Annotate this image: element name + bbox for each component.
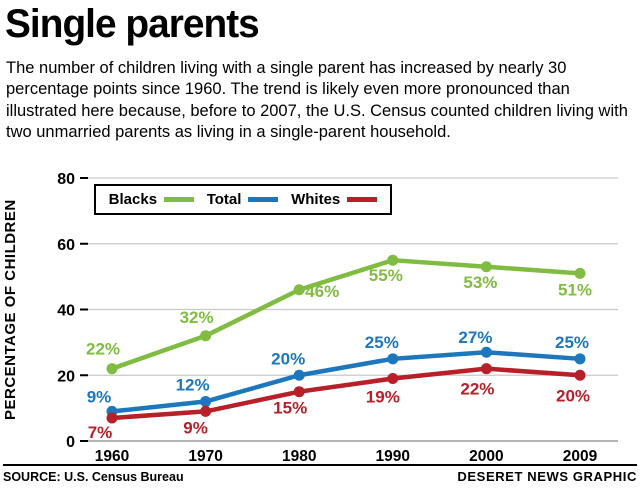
svg-text:1990: 1990: [376, 448, 410, 465]
svg-text:1970: 1970: [188, 448, 222, 465]
svg-text:25%: 25%: [365, 333, 399, 352]
page-title: Single parents: [5, 2, 260, 46]
legend-swatch: [248, 197, 279, 202]
legend-swatch: [164, 197, 195, 202]
graphic-credit: DESERET NEWS GRAPHIC: [457, 469, 637, 484]
svg-text:25%: 25%: [555, 333, 589, 352]
svg-text:20%: 20%: [556, 386, 590, 405]
svg-text:20: 20: [57, 368, 75, 385]
series-Whites: 7% 9% 15% 19% 22% 20%: [88, 363, 590, 442]
svg-text:0: 0: [66, 434, 75, 451]
svg-text:27%: 27%: [458, 328, 492, 347]
svg-text:2000: 2000: [469, 448, 503, 465]
svg-text:55%: 55%: [369, 266, 403, 285]
svg-text:60: 60: [57, 237, 75, 254]
legend-label: Whites: [291, 191, 341, 208]
svg-text:9%: 9%: [87, 387, 112, 406]
legend-label: Blacks: [108, 191, 158, 208]
axis-labels: 0 20 40 60 80 1960 1970 1980 1990 2000 2009: [57, 171, 597, 465]
svg-text:12%: 12%: [176, 376, 210, 395]
chart-description: The number of children living with a sin…: [6, 59, 628, 142]
svg-text:46%: 46%: [305, 282, 339, 301]
svg-text:32%: 32%: [180, 308, 214, 327]
series-Blacks: 22% 32% 46% 55% 53% 51%: [86, 254, 592, 375]
svg-text:40: 40: [57, 303, 75, 320]
svg-text:20%: 20%: [271, 349, 305, 368]
svg-text:1960: 1960: [95, 448, 129, 465]
chart-legend: Blacks Total Whites: [94, 184, 392, 215]
svg-text:2009: 2009: [563, 448, 598, 465]
footer-divider: [3, 464, 637, 466]
svg-text:80: 80: [57, 171, 75, 188]
gridlines: [80, 177, 618, 442]
svg-text:22%: 22%: [460, 380, 494, 399]
svg-text:9%: 9%: [183, 418, 208, 437]
svg-text:15%: 15%: [273, 399, 307, 418]
series-Total: 9% 12% 20% 25% 27% 25%: [87, 328, 589, 417]
svg-text:7%: 7%: [88, 423, 113, 442]
legend-item: Blacks: [108, 191, 195, 208]
svg-text:53%: 53%: [463, 273, 497, 292]
svg-text:51%: 51%: [558, 280, 592, 299]
legend-label: Total: [206, 191, 242, 208]
source-credit: SOURCE: U.S. Census Bureau: [3, 470, 184, 484]
legend-swatch: [347, 197, 378, 202]
legend-item: Total: [207, 191, 279, 208]
svg-text:19%: 19%: [366, 388, 400, 407]
legend-item: Whites: [291, 191, 378, 208]
svg-text:22%: 22%: [86, 340, 120, 359]
svg-text:1980: 1980: [282, 448, 316, 465]
